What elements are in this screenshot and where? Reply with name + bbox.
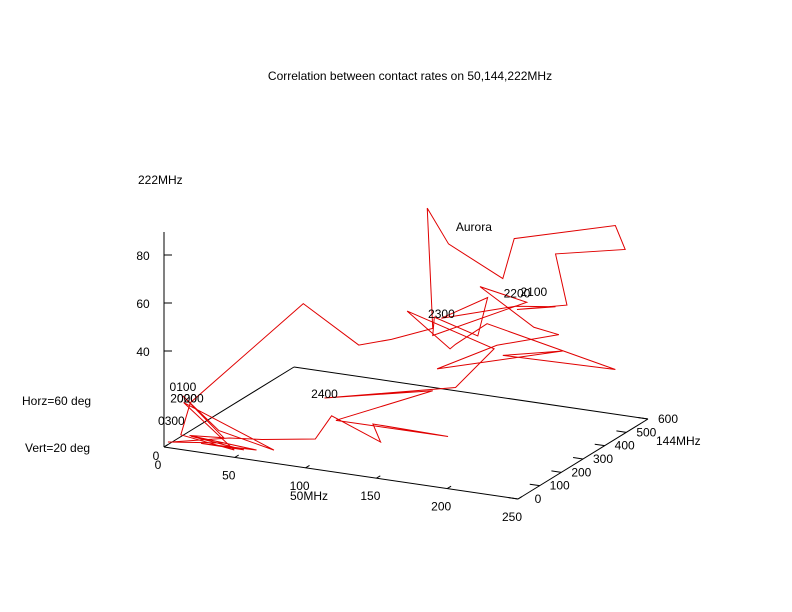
x-tick-label: 200 [431, 500, 451, 514]
x-tick [446, 485, 452, 490]
y-tick-label: 200 [571, 465, 591, 479]
y-tick [508, 497, 519, 500]
y-tick-label: 500 [636, 425, 656, 439]
annotation-label: Aurora [456, 220, 492, 234]
x-axis-label: 50MHz [290, 489, 328, 503]
z-tick-label: 40 [136, 345, 150, 359]
x-tick-label: 250 [502, 510, 522, 524]
annotation-label: 0100 [170, 380, 197, 394]
plot-tick-labels: 0501001502002500100200300400500600040608… [136, 249, 678, 524]
annotation-label: 0300 [158, 414, 185, 428]
chart-title: Correlation between contact rates on 50,… [268, 69, 552, 83]
annotation-label: 0200 [177, 392, 204, 406]
annotation-label: 2100 [521, 285, 548, 299]
x-tick [376, 475, 381, 479]
y-tick-label: 0 [535, 492, 542, 506]
annotation-label: 2200 [504, 286, 531, 300]
view-vertical-label: Vert=20 deg [25, 441, 90, 455]
y-tick-label: 300 [593, 452, 613, 466]
z-tick-label: 60 [136, 297, 150, 311]
x-tick-label: 50 [222, 468, 236, 482]
annotation-label: 2000 [170, 392, 197, 406]
y-tick [529, 483, 540, 487]
y-tick-label: 400 [615, 439, 635, 453]
x-tick [305, 464, 310, 469]
x-tick [517, 496, 523, 500]
z-axis-label: 222MHz [138, 173, 183, 187]
y-tick-label: 100 [550, 479, 570, 493]
x-axis-line [163, 446, 519, 500]
origin-tick-label: 0 [153, 449, 160, 463]
y-tick [638, 417, 649, 420]
y-tick [551, 470, 562, 473]
z-tick-label: 80 [136, 249, 150, 263]
plot-ticks [163, 254, 649, 500]
view-horizontal-label: Horz=60 deg [22, 394, 91, 408]
series-line [167, 207, 626, 451]
x-tick-label: 100 [290, 479, 310, 493]
plot-traces [167, 207, 626, 451]
x-tick [234, 454, 239, 458]
x-tick [163, 444, 169, 448]
y-tick [573, 457, 584, 460]
annotation-label: 2400 [311, 387, 338, 401]
y-tick-label: 600 [658, 412, 678, 426]
y-tick [616, 430, 627, 433]
x-tick-label: 0 [155, 458, 162, 472]
plot-axes [163, 232, 649, 500]
annotation-label: 2300 [428, 307, 455, 321]
back-edge-line [293, 366, 649, 420]
x-tick-label: 150 [360, 489, 380, 503]
y-axis-label: 144MHz [656, 434, 701, 448]
y-tick [594, 443, 605, 447]
y-axis-back-line [163, 366, 295, 448]
